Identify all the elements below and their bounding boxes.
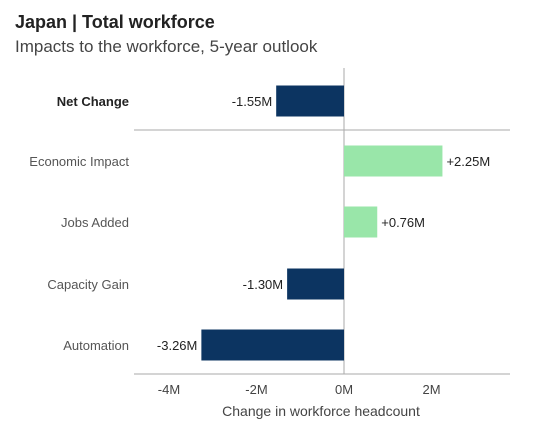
bar — [287, 268, 344, 300]
category-label: Automation — [63, 338, 129, 353]
data-label: -1.55M — [232, 94, 272, 109]
data-label: -3.26M — [157, 338, 197, 353]
chart-title: Japan | Total workforce — [15, 12, 215, 32]
data-label: +2.25M — [446, 154, 490, 169]
category-labels: Net Change Economic Impact Jobs Added Capac… — [29, 94, 129, 353]
value-labels: -1.55M +2.25M +0.76M -1.30M -3.26M — [157, 94, 490, 353]
bar-series — [201, 85, 443, 361]
data-label: -1.30M — [243, 277, 283, 292]
x-tick-labels: -4M -2M 0M 2M — [158, 382, 441, 397]
bar — [201, 329, 344, 361]
category-label: Jobs Added — [61, 215, 129, 230]
bar — [344, 145, 443, 177]
x-tick-label: -2M — [245, 382, 267, 397]
x-axis-label: Change in workforce headcount — [222, 403, 420, 419]
category-label: Economic Impact — [29, 154, 129, 169]
chart-subtitle: Impacts to the workforce, 5-year outlook — [15, 37, 318, 56]
category-label: Capacity Gain — [47, 277, 129, 292]
data-label: +0.76M — [381, 215, 425, 230]
category-label: Net Change — [57, 94, 129, 109]
x-tick-label: 2M — [422, 382, 440, 397]
x-tick-label: 0M — [335, 382, 353, 397]
x-tick-label: -4M — [158, 382, 180, 397]
bar — [276, 85, 344, 117]
bar — [344, 206, 378, 238]
